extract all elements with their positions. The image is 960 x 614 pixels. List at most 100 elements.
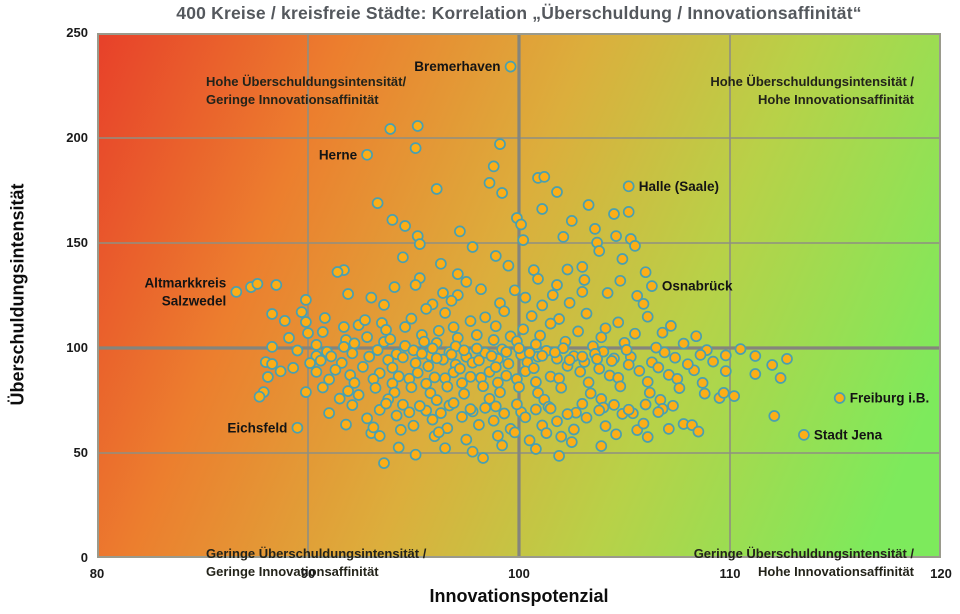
data-point bbox=[549, 346, 561, 359]
data-point bbox=[568, 423, 580, 436]
data-point bbox=[622, 358, 635, 371]
point-label: Osnabrück bbox=[662, 279, 733, 294]
data-point bbox=[605, 355, 618, 367]
data-point bbox=[608, 399, 620, 411]
data-point bbox=[291, 421, 304, 434]
scatter-points bbox=[230, 60, 846, 469]
data-point bbox=[641, 375, 654, 388]
data-point bbox=[407, 419, 420, 432]
data-point bbox=[494, 138, 506, 150]
data-point bbox=[287, 362, 300, 374]
data-point bbox=[665, 320, 677, 332]
x-tick-label: 110 bbox=[719, 566, 741, 581]
data-point bbox=[342, 385, 354, 397]
data-point bbox=[479, 311, 492, 324]
data-point bbox=[525, 310, 538, 322]
data-point bbox=[768, 410, 781, 422]
data-point bbox=[553, 450, 565, 462]
data-point bbox=[639, 398, 652, 411]
chart-title: 400 Kreise / kreisfreie Städte: Korrelat… bbox=[176, 3, 862, 23]
data-point bbox=[361, 331, 373, 343]
data-point bbox=[300, 386, 312, 398]
data-point bbox=[593, 404, 606, 417]
data-point bbox=[639, 266, 652, 279]
data-point bbox=[669, 351, 681, 364]
data-point bbox=[502, 259, 515, 272]
data-point bbox=[557, 231, 570, 243]
data-point bbox=[365, 291, 378, 304]
data-point bbox=[774, 372, 787, 384]
data-point bbox=[397, 351, 409, 364]
data-point bbox=[300, 294, 312, 306]
data-point bbox=[251, 278, 264, 290]
data-point bbox=[517, 234, 530, 246]
data-point bbox=[371, 197, 384, 209]
data-point bbox=[458, 344, 470, 357]
data-point bbox=[551, 279, 563, 291]
data-point bbox=[508, 426, 521, 439]
data-point bbox=[479, 402, 492, 414]
data-point bbox=[530, 376, 542, 388]
data-point bbox=[399, 220, 411, 232]
data-point bbox=[485, 350, 498, 362]
data-point bbox=[833, 392, 846, 404]
data-point bbox=[582, 376, 595, 389]
data-point bbox=[373, 430, 386, 442]
data-point bbox=[475, 283, 487, 296]
x-tick-label: 90 bbox=[300, 566, 316, 581]
data-point bbox=[540, 427, 553, 439]
plot-border bbox=[97, 33, 941, 558]
point-label: Herne bbox=[319, 147, 358, 162]
data-point bbox=[340, 418, 352, 431]
data-point bbox=[589, 223, 601, 235]
data-point bbox=[335, 357, 348, 369]
data-point bbox=[519, 411, 532, 424]
y-tick-label: 50 bbox=[73, 445, 88, 460]
data-point bbox=[435, 407, 447, 419]
data-point bbox=[348, 377, 361, 389]
data-point bbox=[565, 215, 578, 227]
data-point bbox=[555, 430, 568, 443]
data-point bbox=[572, 325, 584, 338]
data-point bbox=[430, 183, 443, 195]
data-point bbox=[608, 208, 620, 220]
data-point bbox=[555, 381, 568, 394]
data-point bbox=[538, 171, 551, 183]
data-point bbox=[274, 365, 287, 378]
x-tick-label: 80 bbox=[89, 566, 105, 581]
data-point bbox=[601, 287, 614, 299]
data-point bbox=[405, 312, 418, 325]
data-point bbox=[253, 390, 266, 403]
data-point bbox=[513, 342, 525, 355]
data-point bbox=[576, 261, 589, 273]
data-point bbox=[422, 360, 435, 373]
data-point bbox=[681, 358, 694, 371]
data-point bbox=[477, 380, 489, 393]
data-point bbox=[346, 399, 359, 411]
point-labels: Bremerhaven Herne Halle (Saale) Altmarkkrei… bbox=[144, 59, 929, 442]
data-point bbox=[363, 350, 376, 363]
data-point bbox=[329, 363, 342, 376]
data-point bbox=[304, 357, 316, 369]
data-point bbox=[466, 445, 479, 458]
data-point bbox=[622, 180, 635, 193]
data-point bbox=[411, 120, 424, 132]
data-point bbox=[565, 436, 578, 448]
data-point bbox=[523, 347, 536, 359]
data-point bbox=[527, 362, 540, 375]
data-point bbox=[454, 362, 466, 375]
data-point bbox=[610, 428, 622, 441]
data-point bbox=[454, 225, 466, 238]
data-point bbox=[394, 424, 407, 436]
data-point bbox=[432, 324, 445, 337]
data-point bbox=[494, 386, 506, 399]
data-point bbox=[439, 307, 451, 319]
scatter-svg: Bremerhaven Herne Halle (Saale) Altmarkkrei… bbox=[97, 33, 941, 558]
data-point bbox=[719, 349, 732, 362]
data-point bbox=[798, 429, 810, 441]
data-point bbox=[489, 400, 502, 413]
data-point bbox=[576, 350, 589, 363]
data-point bbox=[652, 406, 665, 418]
data-point bbox=[338, 321, 350, 333]
data-point bbox=[310, 366, 323, 378]
